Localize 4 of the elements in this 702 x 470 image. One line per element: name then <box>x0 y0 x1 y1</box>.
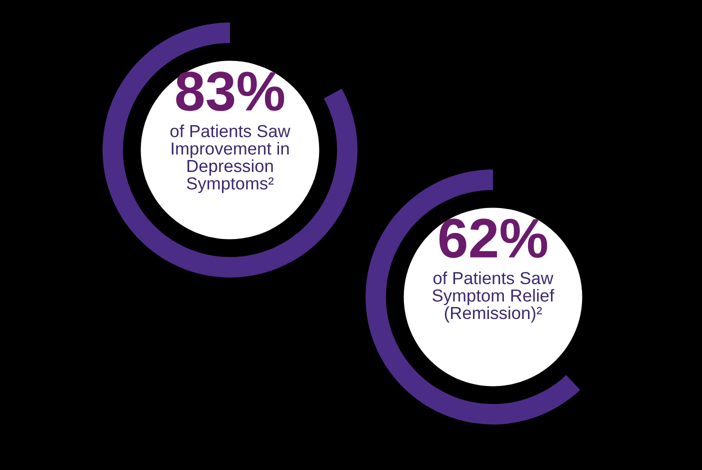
data-label: 62% <box>439 218 548 258</box>
slice-label: of Patients Saw Symptom Relief (Remission)² <box>432 272 554 323</box>
data-label: 83% <box>176 72 284 112</box>
slice-label: of Patients Saw Improvement in Depression Symptoms² <box>170 124 290 194</box>
